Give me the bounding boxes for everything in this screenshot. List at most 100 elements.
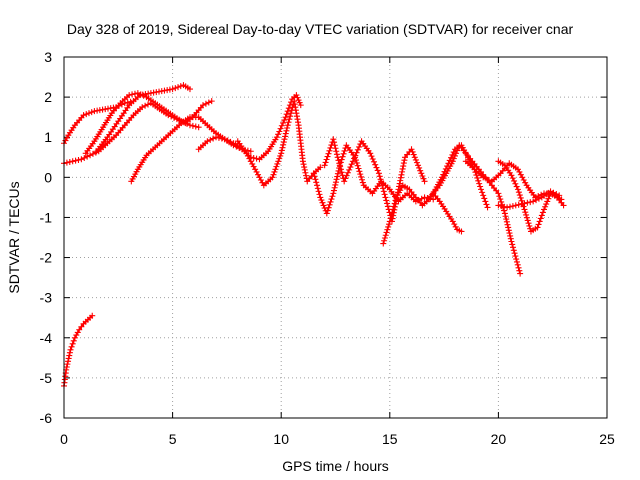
data-point <box>525 220 532 227</box>
data-point <box>326 201 333 208</box>
data-point <box>341 178 348 185</box>
data-point <box>513 258 520 265</box>
data-point <box>70 337 77 344</box>
data-point <box>458 228 465 235</box>
x-tick-label: 15 <box>382 431 398 447</box>
data-point <box>392 197 399 204</box>
data-series <box>61 82 567 389</box>
data-point <box>545 195 552 202</box>
data-point <box>378 179 385 186</box>
data-point <box>186 86 193 93</box>
data-point <box>539 209 546 216</box>
data-point <box>282 114 289 121</box>
x-axis-label: GPS time / hours <box>282 458 389 474</box>
data-point <box>317 194 324 201</box>
data-point <box>277 125 284 132</box>
data-point <box>514 261 521 268</box>
data-point <box>356 168 363 175</box>
data-point <box>411 154 418 161</box>
data-point <box>285 119 292 126</box>
data-point <box>536 218 543 225</box>
data-point <box>556 192 563 199</box>
data-point <box>543 201 550 208</box>
data-point <box>507 232 514 239</box>
data-point <box>512 253 519 260</box>
data-point <box>66 349 73 356</box>
data-point <box>349 158 356 165</box>
data-point <box>509 203 516 210</box>
data-point <box>270 171 277 178</box>
data-point <box>547 188 554 195</box>
data-point <box>421 178 428 185</box>
data-point <box>530 198 537 205</box>
data-point <box>287 110 294 117</box>
data-point <box>88 109 95 116</box>
data-point <box>354 146 361 153</box>
data-point <box>284 124 291 131</box>
data-point <box>517 270 524 277</box>
data-point <box>286 116 293 123</box>
data-point <box>373 164 380 171</box>
data-point <box>311 173 318 180</box>
data-point <box>78 323 85 330</box>
data-point <box>383 197 390 204</box>
data-point <box>418 195 425 202</box>
data-point <box>247 148 254 155</box>
data-point <box>124 99 131 106</box>
data-point <box>87 152 94 159</box>
data-point <box>501 210 508 217</box>
data-point <box>322 159 329 166</box>
series-arc-3 <box>61 98 215 167</box>
y-tick-label: -4 <box>40 330 53 346</box>
data-point <box>544 198 551 205</box>
data-point <box>66 158 73 165</box>
data-point <box>389 209 396 216</box>
series-arc-8 <box>234 98 324 189</box>
data-point <box>281 117 288 124</box>
data-point <box>297 102 304 109</box>
data-point <box>338 156 345 163</box>
data-point <box>318 197 325 204</box>
data-point <box>522 179 529 186</box>
data-point <box>315 188 322 195</box>
series-markers <box>61 312 96 389</box>
y-tick-label: 2 <box>44 89 52 105</box>
data-point <box>495 202 502 209</box>
data-point <box>257 177 264 184</box>
data-point <box>453 150 460 157</box>
data-point <box>352 152 359 159</box>
data-point <box>380 185 387 192</box>
data-point <box>503 218 510 225</box>
data-point <box>385 221 392 228</box>
data-point <box>92 149 99 156</box>
data-point <box>384 226 391 233</box>
data-point <box>369 155 376 162</box>
data-point <box>282 133 289 140</box>
data-point <box>274 160 281 167</box>
data-point <box>332 181 339 188</box>
data-point <box>342 175 349 182</box>
data-point <box>450 155 457 162</box>
data-point <box>396 180 403 187</box>
data-point <box>78 156 85 163</box>
data-point <box>302 169 309 176</box>
data-point <box>359 179 366 186</box>
axis-ticks <box>63 56 608 419</box>
data-point <box>324 207 331 214</box>
data-point <box>397 177 404 184</box>
data-point <box>495 190 502 197</box>
data-point <box>496 193 503 200</box>
data-point <box>410 151 417 158</box>
data-point <box>516 267 523 274</box>
y-tick-label: -1 <box>40 209 53 225</box>
data-point <box>485 177 492 184</box>
data-point <box>283 111 290 118</box>
series-arc-13 <box>430 190 465 235</box>
data-point <box>509 175 516 182</box>
data-point <box>368 153 375 160</box>
data-point <box>380 188 387 195</box>
data-point <box>358 176 365 183</box>
data-point <box>380 240 387 247</box>
series-arc-4 <box>82 90 202 157</box>
data-point <box>331 139 338 146</box>
